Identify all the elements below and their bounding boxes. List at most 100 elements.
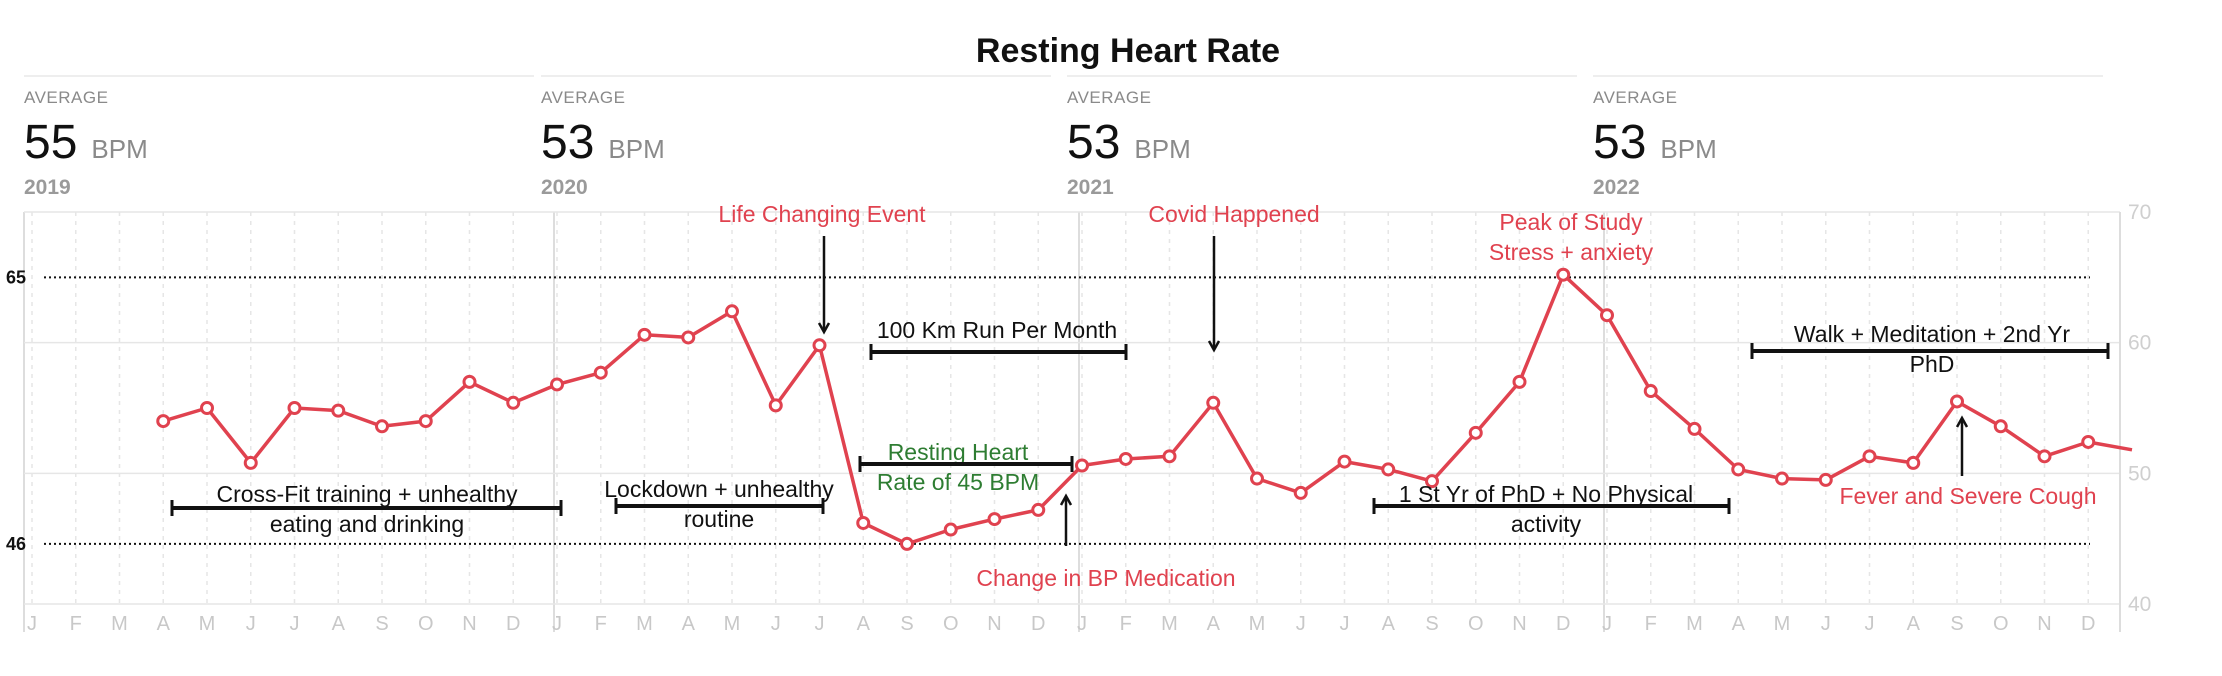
year-summary-2022: AVERAGE 53 BPM 2022 (1593, 75, 2103, 199)
x-tick-label: N (2037, 613, 2051, 635)
data-point (2037, 449, 2052, 464)
annotation-line: Covid Happened (1148, 201, 1319, 227)
annotation-line: Resting Heart (888, 439, 1029, 465)
annotation-label: Walk + Meditation + 2nd Yr PhD (1794, 321, 2070, 377)
data-point (1643, 384, 1658, 399)
data-point (681, 330, 696, 345)
data-point (243, 455, 258, 470)
data-point (1381, 462, 1396, 477)
x-tick-label: N (462, 613, 476, 635)
x-tick-label: J (1340, 613, 1350, 635)
data-point (550, 377, 564, 392)
x-tick-label: M (1249, 613, 1266, 635)
annotation-line: Cross-Fit training + unhealthy (216, 481, 518, 507)
year-summary-2019: AVERAGE 55 BPM 2019 (24, 75, 534, 199)
x-tick-label: A (857, 613, 871, 635)
average-value: 53 BPM (1067, 116, 1191, 169)
average-label: AVERAGE (1593, 88, 1677, 107)
annotation-label: 1 St Yr of PhD + No Physical activity (1399, 481, 1693, 537)
annotation-label: Covid Happened (1148, 201, 1319, 227)
year-label: 2020 (541, 176, 588, 199)
x-tick-label: D (2081, 613, 2095, 635)
x-tick-label: M (1161, 613, 1178, 635)
x-tick-label: D (1031, 613, 1045, 635)
x-tick-label: S (1950, 613, 1963, 635)
average-label: AVERAGE (24, 88, 108, 107)
data-point (593, 365, 608, 380)
x-tick-label: A (332, 613, 346, 635)
data-point (1993, 419, 2008, 434)
year-summary-2020: AVERAGE 53 BPM 2020 (541, 75, 1051, 199)
data-point (418, 414, 433, 429)
average-label: AVERAGE (541, 88, 625, 107)
x-tick-label: F (595, 613, 607, 635)
average-value: 53 BPM (1593, 116, 1717, 169)
x-tick-label: J (1821, 613, 1831, 635)
x-tick-label: A (1907, 613, 1921, 635)
data-point (1862, 449, 1877, 464)
annotation-line: Life Changing Event (718, 201, 926, 227)
x-tick-label: S (900, 613, 913, 635)
data-point (1075, 458, 1089, 473)
x-tick-label: F (1645, 613, 1657, 635)
data-point (768, 398, 783, 413)
x-tick-label: S (1425, 613, 1438, 635)
data-point (987, 512, 1002, 527)
average-unit: BPM (1660, 134, 1716, 164)
x-tick-label: J (1296, 613, 1306, 635)
annotation-line: Rate of 45 BPM (877, 469, 1039, 495)
x-tick-label: F (1120, 613, 1132, 635)
data-point (1556, 267, 1571, 282)
x-tick-label: A (1207, 613, 1221, 635)
data-point (375, 419, 389, 434)
data-point (1775, 471, 1789, 486)
x-tick-label: O (1468, 613, 1484, 635)
average-value: 55 BPM (24, 116, 148, 169)
data-point (462, 374, 477, 389)
y-tick-label: 40 (2128, 593, 2151, 616)
data-point (506, 395, 521, 410)
annotation-arrow-head (1207, 340, 1221, 353)
data-point (725, 304, 739, 319)
data-point (1031, 502, 1046, 517)
data-point (1162, 449, 1177, 464)
x-tick-label: J (1602, 613, 1612, 635)
x-tick-label: A (682, 613, 696, 635)
annotation-line: PhD (1910, 351, 1955, 377)
x-tick-label: J (552, 613, 562, 635)
data-point (1512, 374, 1527, 389)
year-summary-headers: AVERAGE 55 BPM 2019 AVERAGE 53 BPM 2020 AVERAGE 5… (24, 75, 2103, 199)
annotation-arrow-head (817, 322, 831, 335)
annotation-label: Change in BP Medication (976, 565, 1235, 591)
average-number: 55 (24, 116, 77, 169)
annotation-label: Fever and Severe Cough (1840, 483, 2097, 509)
average-number: 53 (1067, 116, 1120, 169)
x-tick-label: S (375, 613, 388, 635)
x-tick-label: M (1686, 613, 1703, 635)
data-point (1950, 394, 1964, 409)
x-tick-label: D (1556, 613, 1570, 635)
x-tick-label: M (1774, 613, 1791, 635)
year-label: 2019 (24, 176, 71, 199)
x-tick-label: J (771, 613, 781, 635)
average-number: 53 (1593, 116, 1646, 169)
data-point (1337, 454, 1352, 469)
x-tick-label: J (27, 613, 37, 635)
data-point (1206, 395, 1221, 410)
x-tick-label: F (70, 613, 82, 635)
data-point (287, 401, 302, 415)
reference-label: 46 (6, 534, 26, 554)
data-point (1906, 455, 1921, 470)
annotation-label: Cross-Fit training + unhealthy eating and… (216, 481, 518, 537)
average-unit: BPM (91, 134, 147, 164)
x-tick-label: M (111, 613, 128, 635)
annotation-line: eating and drinking (270, 511, 464, 537)
data-point (331, 403, 346, 418)
annotation-line: Lockdown + unhealthy (604, 476, 834, 502)
annotation-label: Lockdown + unhealthy routine (604, 476, 834, 532)
y-tick-label: 70 (2128, 201, 2151, 224)
x-tick-label: O (1993, 613, 2009, 635)
y-tick-label: 50 (2128, 462, 2151, 485)
x-tick-label: J (815, 613, 825, 635)
